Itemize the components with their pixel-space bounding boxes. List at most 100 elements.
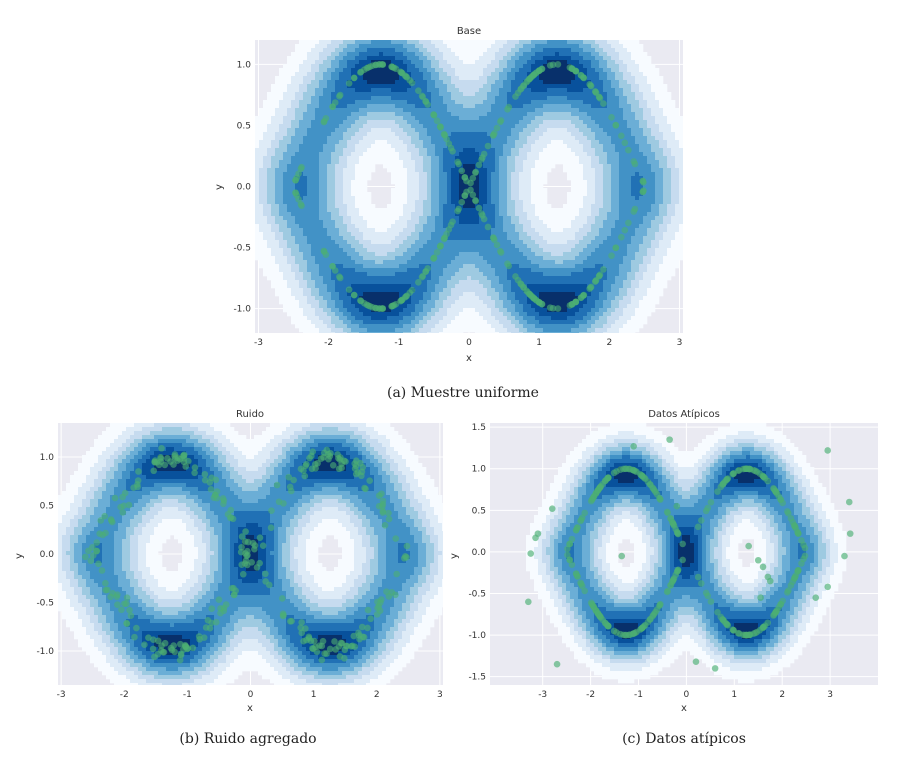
density-cell xyxy=(471,64,476,69)
density-cell xyxy=(523,192,528,197)
density-cell xyxy=(495,268,500,273)
density-cell xyxy=(515,320,520,325)
density-cell xyxy=(407,224,412,229)
density-cell xyxy=(339,72,344,77)
density-cell xyxy=(499,260,504,265)
density-cell xyxy=(327,120,332,125)
density-cell xyxy=(303,248,308,253)
density-cell xyxy=(471,268,476,273)
density-cell xyxy=(527,328,532,333)
density-cell xyxy=(427,64,432,69)
density-cell xyxy=(451,76,456,81)
density-cell xyxy=(439,256,444,261)
density-cell xyxy=(399,228,404,233)
density-cell xyxy=(399,232,404,237)
density-cell xyxy=(503,168,508,173)
density-cell xyxy=(363,112,368,117)
density-cell xyxy=(467,144,472,149)
density-cell xyxy=(287,244,292,249)
density-cell xyxy=(523,40,528,45)
density-cell xyxy=(447,304,452,309)
density-cell xyxy=(263,148,268,153)
density-cell xyxy=(363,128,368,133)
density-cell xyxy=(271,152,276,157)
density-cell xyxy=(439,288,444,293)
density-cell xyxy=(331,68,336,73)
density-cell xyxy=(503,256,508,261)
density-cell xyxy=(515,64,520,69)
density-cell xyxy=(403,264,408,269)
density-cell xyxy=(259,264,264,269)
density-cell xyxy=(399,52,404,57)
density-cell xyxy=(299,292,304,297)
density-cell xyxy=(427,324,432,329)
density-cell xyxy=(255,120,260,125)
density-cell xyxy=(431,216,436,221)
density-cell xyxy=(323,176,328,181)
density-cell xyxy=(431,288,436,293)
density-cell xyxy=(327,308,332,313)
density-cell xyxy=(299,280,304,285)
density-cell xyxy=(523,124,528,129)
density-cell xyxy=(323,280,328,285)
density-cell xyxy=(527,100,532,105)
density-cell xyxy=(279,100,284,105)
density-cell xyxy=(483,60,488,65)
density-cell xyxy=(451,168,456,173)
density-cell xyxy=(427,188,432,193)
density-cell xyxy=(471,92,476,97)
density-cell xyxy=(363,116,368,121)
density-cell xyxy=(291,260,296,265)
density-cell xyxy=(451,188,456,193)
density-cell xyxy=(395,160,400,165)
density-cell xyxy=(323,124,328,129)
density-cell xyxy=(399,264,404,269)
density-cell xyxy=(535,224,540,229)
density-cell xyxy=(391,316,396,321)
density-cell xyxy=(399,88,404,93)
density-cell xyxy=(443,56,448,61)
density-cell xyxy=(395,220,400,225)
density-cell xyxy=(419,100,424,105)
density-cell xyxy=(311,60,316,65)
density-cell xyxy=(415,288,420,293)
density-cell xyxy=(515,148,520,153)
density-cell xyxy=(339,168,344,173)
density-cell xyxy=(475,40,480,45)
density-cell xyxy=(503,208,508,213)
density-cell xyxy=(455,48,460,53)
density-cell xyxy=(415,108,420,113)
density-cell xyxy=(327,72,332,77)
density-cell xyxy=(375,104,380,109)
density-cell xyxy=(483,240,488,245)
density-cell xyxy=(347,328,352,333)
density-cell xyxy=(463,152,468,157)
density-cell xyxy=(459,288,464,293)
density-cell xyxy=(499,268,504,273)
density-cell xyxy=(447,236,452,241)
density-cell xyxy=(263,200,268,205)
density-cell xyxy=(299,124,304,129)
density-cell xyxy=(387,320,392,325)
density-cell xyxy=(335,196,340,201)
density-cell xyxy=(439,224,444,229)
density-cell xyxy=(383,140,388,145)
density-cell xyxy=(391,248,396,253)
density-cell xyxy=(455,80,460,85)
density-cell xyxy=(375,224,380,229)
density-cell xyxy=(499,300,504,305)
density-cell xyxy=(355,160,360,165)
density-cell xyxy=(343,252,348,257)
density-cell xyxy=(519,116,524,121)
density-cell xyxy=(307,112,312,117)
density-cell xyxy=(383,220,388,225)
density-cell xyxy=(447,184,452,189)
density-cell xyxy=(359,204,364,209)
density-cell xyxy=(467,244,472,249)
density-cell xyxy=(535,284,540,289)
density-cell xyxy=(419,168,424,173)
density-cell xyxy=(519,236,524,241)
density-cell xyxy=(479,236,484,241)
density-cell xyxy=(531,144,536,149)
density-cell xyxy=(459,204,464,209)
